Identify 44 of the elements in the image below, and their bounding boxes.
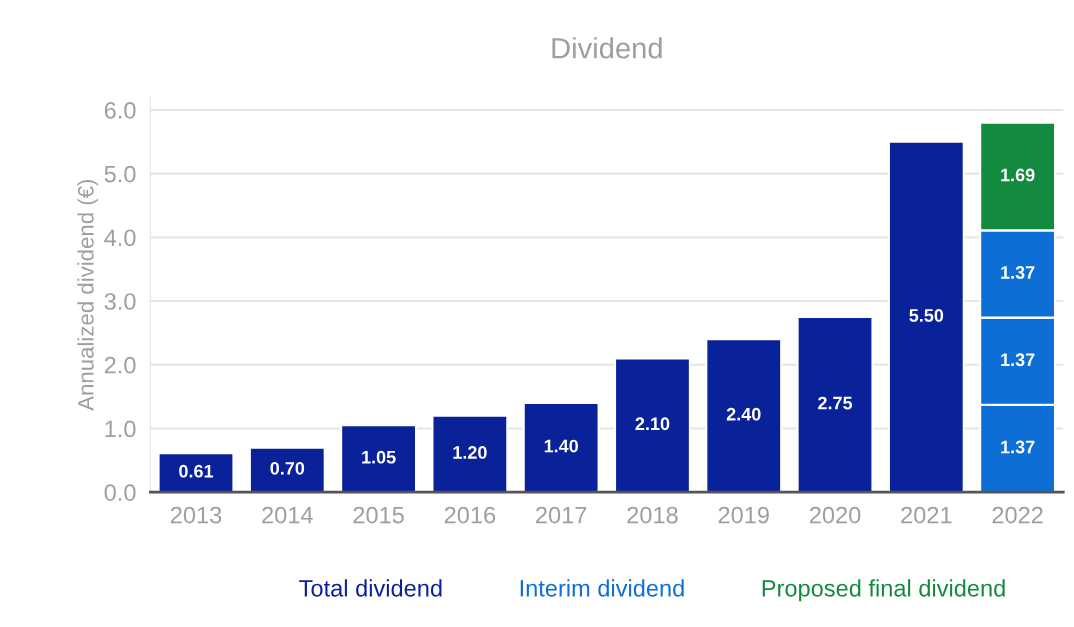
- text: Total dividend: [299, 579, 442, 597]
- x-tick-label: 2022: [992, 506, 1043, 524]
- y-tick-label: 6.0: [104, 102, 136, 119]
- chart-title: Dividend: [552, 37, 662, 59]
- bar: [796, 315, 874, 493]
- x-tick-label: 2015: [353, 506, 404, 524]
- x-tick-label: 2013: [170, 506, 222, 524]
- data-label: 2.40: [726, 407, 761, 421]
- x-tick-label: 2016: [444, 506, 496, 524]
- y-axis-title: Annualized dividend (€): [77, 179, 99, 411]
- data-label: 1.37: [1001, 266, 1035, 279]
- x-tick-label: 2020: [809, 506, 861, 524]
- y-tick-label: 1.0: [105, 420, 136, 438]
- data-label: 1.69: [1001, 168, 1035, 182]
- text: Proposed final dividend: [762, 579, 1005, 602]
- bar: [157, 452, 235, 493]
- bar: [613, 357, 691, 493]
- text: Interim dividend: [520, 579, 684, 597]
- data-label: 1.05: [362, 450, 396, 464]
- data-label: 5.50: [909, 309, 944, 322]
- bar: [340, 424, 418, 493]
- y-tick-label: 3.0: [104, 293, 136, 310]
- bar: [887, 140, 965, 493]
- bar: [522, 401, 600, 493]
- data-label: 1.40: [544, 439, 578, 453]
- data-label: 2.10: [635, 417, 670, 431]
- data-label: 2.75: [818, 396, 853, 410]
- data-label: 1.20: [453, 446, 487, 459]
- y-tick-label: 2.0: [104, 356, 136, 374]
- bar: [431, 414, 509, 493]
- x-tick-label: 2021: [901, 506, 952, 524]
- y-tick-label: 0.0: [104, 484, 136, 501]
- data-label: 1.37: [1001, 353, 1035, 367]
- x-tick-label: 2017: [536, 506, 587, 524]
- data-label: 0.61: [179, 464, 214, 478]
- data-label: 0.70: [270, 461, 305, 475]
- y-tick-label: 4.0: [104, 229, 136, 247]
- y-tick-label: 5.0: [104, 165, 136, 183]
- data-label: 1.37: [1001, 440, 1035, 454]
- x-tick-label: 2019: [718, 506, 769, 524]
- bar: [705, 338, 783, 493]
- bar: [248, 446, 326, 493]
- x-tick-label: 2014: [262, 506, 313, 524]
- x-tick-label: 2018: [627, 506, 678, 524]
